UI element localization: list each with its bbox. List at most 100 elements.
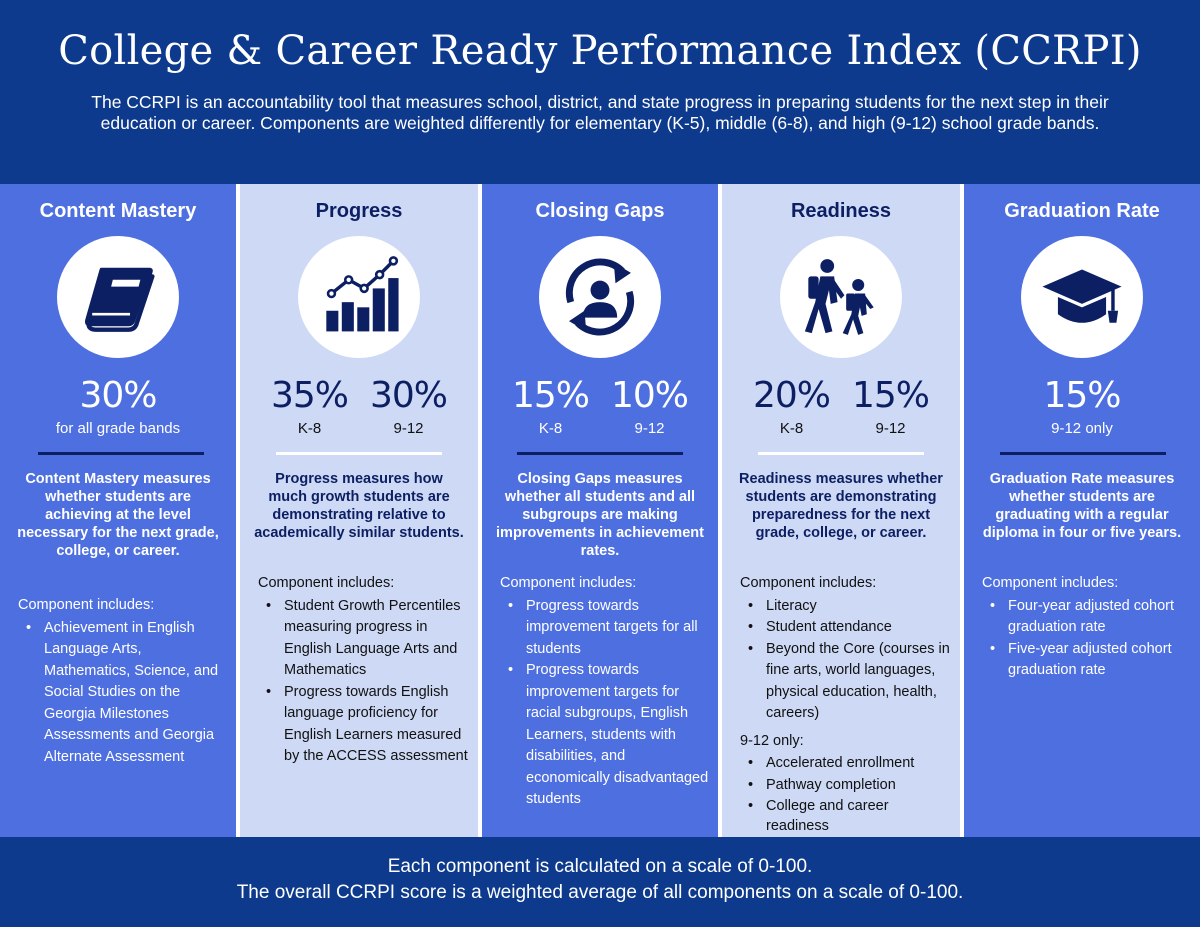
weights: 35% K-8 30% 9-12: [240, 374, 478, 438]
includes-list: Four-year adjusted cohort graduation rat…: [982, 596, 1192, 682]
column-content-mastery: Content Mastery 30% for all grade bands …: [0, 184, 236, 837]
includes-list: Progress towards improvement targets for…: [500, 596, 710, 811]
column-description: Content Mastery measures whether student…: [17, 471, 219, 559]
weight-percent: 15%: [511, 375, 590, 416]
list-item: Accelerated enrollment: [740, 753, 952, 775]
list-item: Literacy: [740, 596, 952, 618]
weight-band: K-8: [779, 420, 804, 437]
weights: 20% K-8 15% 9-12: [722, 374, 960, 438]
column-graduation-rate: Graduation Rate 15% 9-12 only Graduation…: [964, 184, 1200, 837]
icon-circle: [1021, 236, 1143, 358]
list-item: Student Growth Percentiles measuring pro…: [258, 596, 470, 682]
sub-label: 9-12 only:: [740, 732, 804, 749]
weight: 10% 9-12: [611, 374, 689, 438]
includes-label: Component includes:: [258, 575, 395, 591]
weight-band: for all grade bands: [55, 420, 181, 437]
divider: [236, 184, 240, 837]
growth-chart-icon: [326, 256, 399, 332]
column-readiness: Readiness 20% K-8 15: [722, 184, 960, 837]
weight-percent: 20%: [752, 375, 831, 416]
weight: 15% 9-12: [852, 374, 930, 438]
icon-circle: [298, 236, 420, 358]
component-includes: Component includes: Progress towards imp…: [500, 573, 710, 811]
footer-line: The overall CCRPI score is a weighted av…: [236, 882, 964, 903]
weight-band: 9-12 only: [1051, 420, 1113, 437]
column-title: Graduation Rate: [1004, 200, 1160, 222]
list-item: Beyond the Core (courses in fine arts, w…: [740, 639, 952, 725]
includes-label: Component includes:: [982, 575, 1119, 591]
list-item: Student attendance: [740, 617, 952, 639]
divider: [276, 452, 442, 455]
includes-list: Student Growth Percentiles measuring pro…: [258, 596, 470, 768]
weight: 30% 9-12: [370, 374, 448, 438]
includes-list: Literacy Student attendance Beyond the C…: [740, 596, 952, 725]
column-description: Closing Gaps measures whether all studen…: [496, 471, 704, 559]
column-description: Readiness measures whether students are …: [739, 471, 943, 541]
list-item: Achievement in English Language Arts, Ma…: [18, 618, 228, 769]
weight-band: 9-12: [634, 420, 665, 437]
component-includes: Component includes: Literacy Student att…: [740, 573, 952, 836]
list-item: Progress towards English language profic…: [258, 682, 470, 768]
weight-band: K-8: [297, 420, 322, 437]
weight-percent: 30%: [79, 375, 157, 416]
weight-percent: 15%: [852, 375, 930, 416]
weight: 20% K-8: [752, 374, 831, 438]
weight-percent: 10%: [611, 375, 689, 416]
divider: [718, 184, 722, 837]
divider: [758, 452, 924, 455]
page-title: College & Career Ready Performance Index…: [58, 28, 1142, 74]
book-icon: [84, 267, 155, 332]
weight-band: K-8: [538, 420, 563, 437]
weights: 15% K-8 10% 9-12: [482, 374, 718, 438]
list-item: Progress towards improvement targets for…: [500, 660, 710, 811]
list-item: Pathway completion: [740, 775, 952, 797]
component-columns: Content Mastery 30% for all grade bands …: [0, 184, 1200, 837]
graduation-cap-icon: [1042, 269, 1122, 323]
column-progress: Progress: [240, 184, 478, 837]
weights: 15% 9-12 only: [964, 374, 1200, 438]
column-title: Closing Gaps: [535, 200, 665, 222]
includes-label: Component includes:: [18, 597, 155, 613]
icon-circle: [539, 236, 661, 358]
divider: [960, 184, 964, 837]
footer-line: Each component is calculated on a scale …: [387, 856, 813, 877]
divider: [38, 452, 204, 455]
list-item: College and career readiness: [740, 796, 952, 836]
list-item: Four-year adjusted cohort graduation rat…: [982, 596, 1192, 639]
column-description: Graduation Rate measures whether student…: [982, 471, 1182, 541]
person-cycle-icon: [565, 258, 635, 336]
weight-percent: 35%: [270, 375, 349, 416]
page-subtitle: The CCRPI is an accountability tool that…: [91, 92, 1109, 133]
column-closing-gaps: Closing Gaps 15% K-8 10% 9-12 Closing Ga…: [482, 184, 718, 837]
divider: [517, 452, 683, 455]
weight: 35% K-8: [270, 374, 349, 438]
footer: Each component is calculated on a scale …: [0, 837, 1200, 927]
column-description: Progress measures how much growth studen…: [254, 471, 464, 541]
column-title: Content Mastery: [39, 200, 197, 222]
weight: 15% K-8: [511, 374, 590, 438]
weight-percent: 15%: [1043, 375, 1121, 416]
icon-circle: [780, 236, 902, 358]
header: College & Career Ready Performance Index…: [0, 0, 1200, 184]
weight-band: 9-12: [875, 420, 906, 437]
column-title: Readiness: [790, 200, 892, 222]
component-includes: Component includes: Achievement in Engli…: [18, 595, 228, 768]
list-item: Progress towards improvement targets for…: [500, 596, 710, 661]
weights: 30% for all grade bands: [0, 374, 236, 438]
weight-percent: 30%: [370, 375, 448, 416]
weight: 30% for all grade bands: [56, 374, 180, 438]
component-includes: Component includes: Four-year adjusted c…: [982, 573, 1192, 682]
divider: [478, 184, 482, 837]
icon-circle: [57, 236, 179, 358]
component-includes: Component includes: Student Growth Perce…: [258, 573, 470, 768]
weight-band: 9-12: [393, 420, 424, 437]
weight: 15% 9-12 only: [1043, 374, 1121, 438]
includes-list: Achievement in English Language Arts, Ma…: [18, 618, 228, 769]
divider: [1000, 452, 1166, 455]
list-item: Five-year adjusted cohort graduation rat…: [982, 639, 1192, 682]
includes-label: Component includes:: [500, 575, 637, 591]
sub-list: Accelerated enrollment Pathway completio…: [740, 753, 952, 836]
walking-students-icon: [804, 259, 874, 335]
includes-label: Component includes:: [740, 575, 877, 591]
column-title: Progress: [315, 200, 403, 222]
